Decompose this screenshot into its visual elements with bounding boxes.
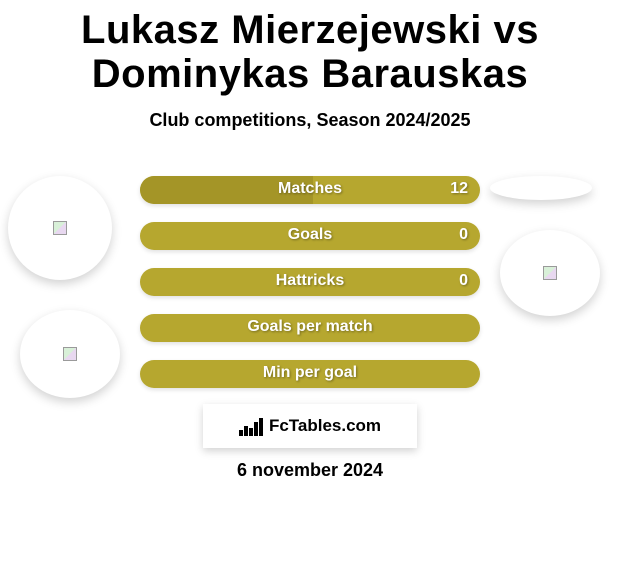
stat-bar-value: 0 [459,272,468,290]
image-placeholder-icon [53,221,67,235]
stat-bar-label: Goals [140,226,480,244]
avatar-left-player [8,176,112,280]
image-placeholder-icon [543,266,557,280]
stat-bar-label: Matches [140,180,480,198]
image-placeholder-icon [63,347,77,361]
stat-bar-label: Min per goal [140,364,480,382]
stat-bar: Hattricks0 [140,268,480,296]
stat-bar-label: Goals per match [140,318,480,336]
stat-bar-value: 12 [450,180,468,198]
brand-badge: FcTables.com [203,404,417,448]
stat-bar-label: Hattricks [140,272,480,290]
stat-bar: Goals per match [140,314,480,342]
avatar-right-player [500,230,600,316]
stat-bar: Min per goal [140,360,480,388]
page-subtitle: Club competitions, Season 2024/2025 [0,110,620,131]
stat-bar: Goals0 [140,222,480,250]
page-title: Lukasz Mierzejewski vs Dominykas Barausk… [0,0,620,96]
stat-bar-value: 0 [459,226,468,244]
brand-text: FcTables.com [269,416,381,436]
avatar-right-flat [490,176,592,200]
date-text: 6 november 2024 [0,460,620,481]
stat-bar: Matches12 [140,176,480,204]
stats-bars: Matches12Goals0Hattricks0Goals per match… [140,176,480,406]
brand-chart-icon [239,416,263,436]
avatar-left-club [20,310,120,398]
